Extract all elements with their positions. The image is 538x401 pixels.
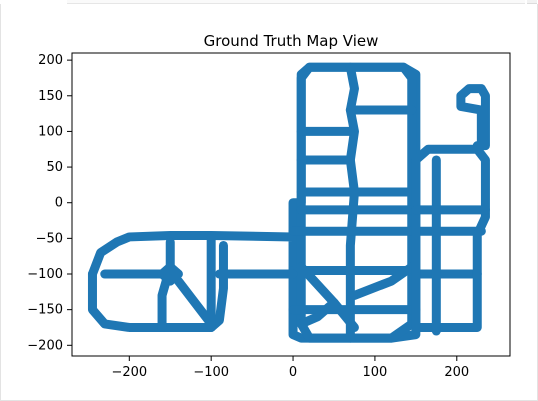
trajectory-path: [173, 276, 216, 329]
y-tick-label: 200: [38, 53, 63, 68]
y-tick-label: −100: [27, 267, 63, 282]
top-tab-strip-right: [527, 0, 537, 4]
trajectory-series: [87, 62, 490, 343]
x-tick-label: 200: [444, 365, 469, 380]
chart-title: Ground Truth Map View: [204, 32, 379, 50]
trajectory-path: [345, 62, 359, 343]
y-tick-label: −50: [36, 231, 63, 246]
y-tick-label: 150: [38, 89, 63, 104]
trajectory-path: [456, 84, 490, 151]
y-tick-label: 0: [55, 196, 63, 211]
y-tick-label: −150: [27, 303, 63, 318]
trajectory-path: [411, 144, 490, 332]
plot-area: [71, 52, 511, 357]
y-axis-ticks: 200 150 100 50 0 −50 −100 −150 −200: [27, 53, 72, 353]
y-tick-label: 50: [46, 160, 63, 175]
y-tick-label: −200: [27, 338, 63, 353]
x-axis-ticks: −200 −100 0 100 200: [111, 356, 469, 380]
x-tick-label: −100: [193, 365, 229, 380]
top-tab-strip: [67, 0, 525, 4]
x-tick-label: 0: [289, 365, 297, 380]
x-tick-label: −200: [111, 365, 147, 380]
x-tick-label: 100: [363, 365, 388, 380]
trajectory-path: [157, 262, 183, 286]
trajectory-path: [296, 298, 339, 329]
trajectory-path: [349, 262, 417, 300]
y-tick-label: 100: [38, 124, 63, 139]
trajectory-path: [87, 240, 228, 332]
